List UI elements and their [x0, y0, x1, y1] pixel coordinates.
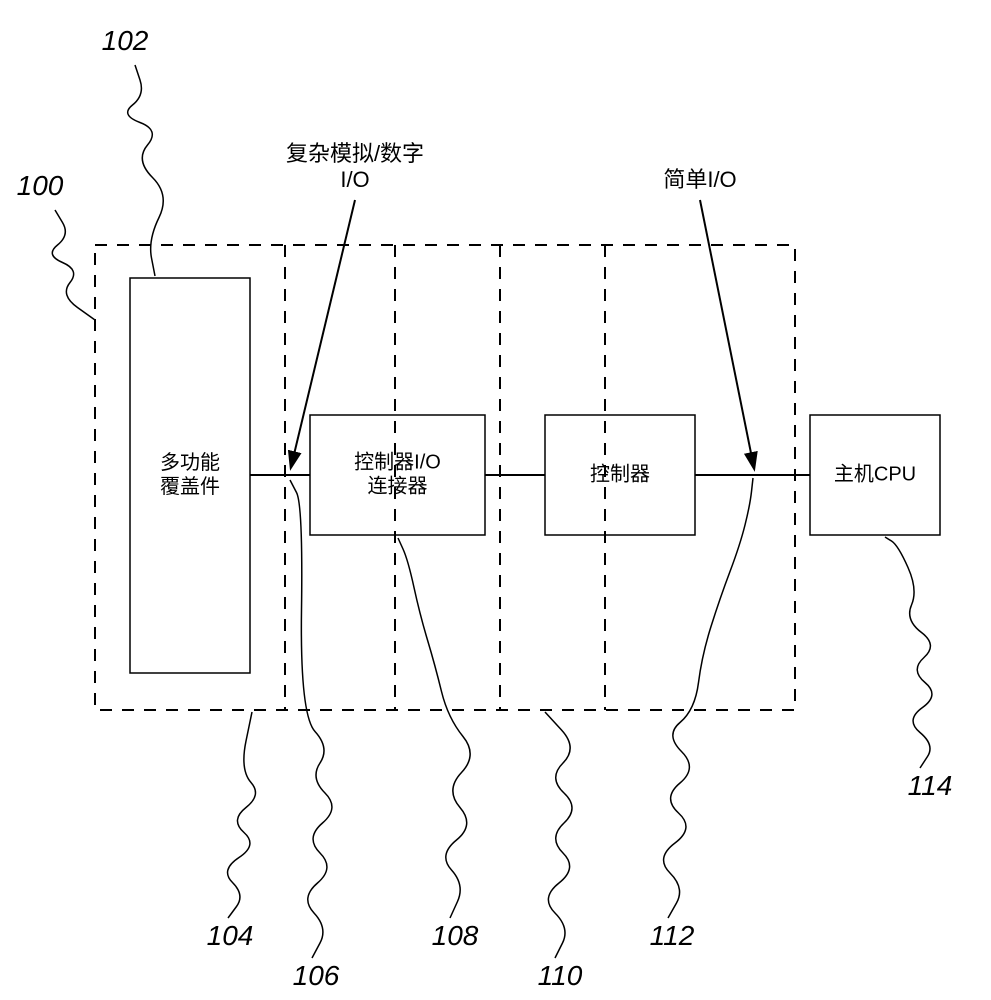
box-host-cpu-label-line-0: 主机CPU	[834, 462, 916, 485]
refnum-102: 102	[102, 25, 149, 56]
refnum-106: 106	[293, 960, 340, 991]
refnum-112-leader	[664, 478, 753, 918]
annotation-complex-io-arrow	[291, 200, 355, 467]
refnum-110-leader	[545, 712, 572, 958]
refnum-108: 108	[432, 920, 479, 951]
refnum-104: 104	[207, 920, 254, 951]
annotation-simple-io-arrow	[700, 200, 754, 468]
box-overlay-label-line-0: 多功能	[160, 451, 220, 474]
refnum-114: 114	[908, 770, 953, 801]
refnum-104-leader	[228, 712, 256, 918]
refnum-110: 110	[538, 960, 583, 991]
box-controller-io-connector-label-line-1: 连接器	[368, 474, 428, 497]
refnum-100-leader	[52, 210, 95, 320]
box-controller-label-line-0: 控制器	[590, 462, 650, 485]
box-controller-io-connector-label-line-0: 控制器I/O	[354, 450, 441, 473]
refnum-106-leader	[290, 480, 332, 958]
annotation-complex-io-label-1: I/O	[340, 167, 369, 192]
box-overlay-label-line-1: 覆盖件	[160, 475, 220, 498]
refnum-100: 100	[17, 170, 64, 201]
refnum-114-leader	[885, 537, 932, 768]
annotation-simple-io-label-0: 简单I/O	[663, 167, 736, 192]
refnum-112: 112	[650, 920, 695, 951]
annotation-complex-io-label-0: 复杂模拟/数字	[286, 141, 424, 166]
refnum-108-leader	[398, 538, 470, 918]
